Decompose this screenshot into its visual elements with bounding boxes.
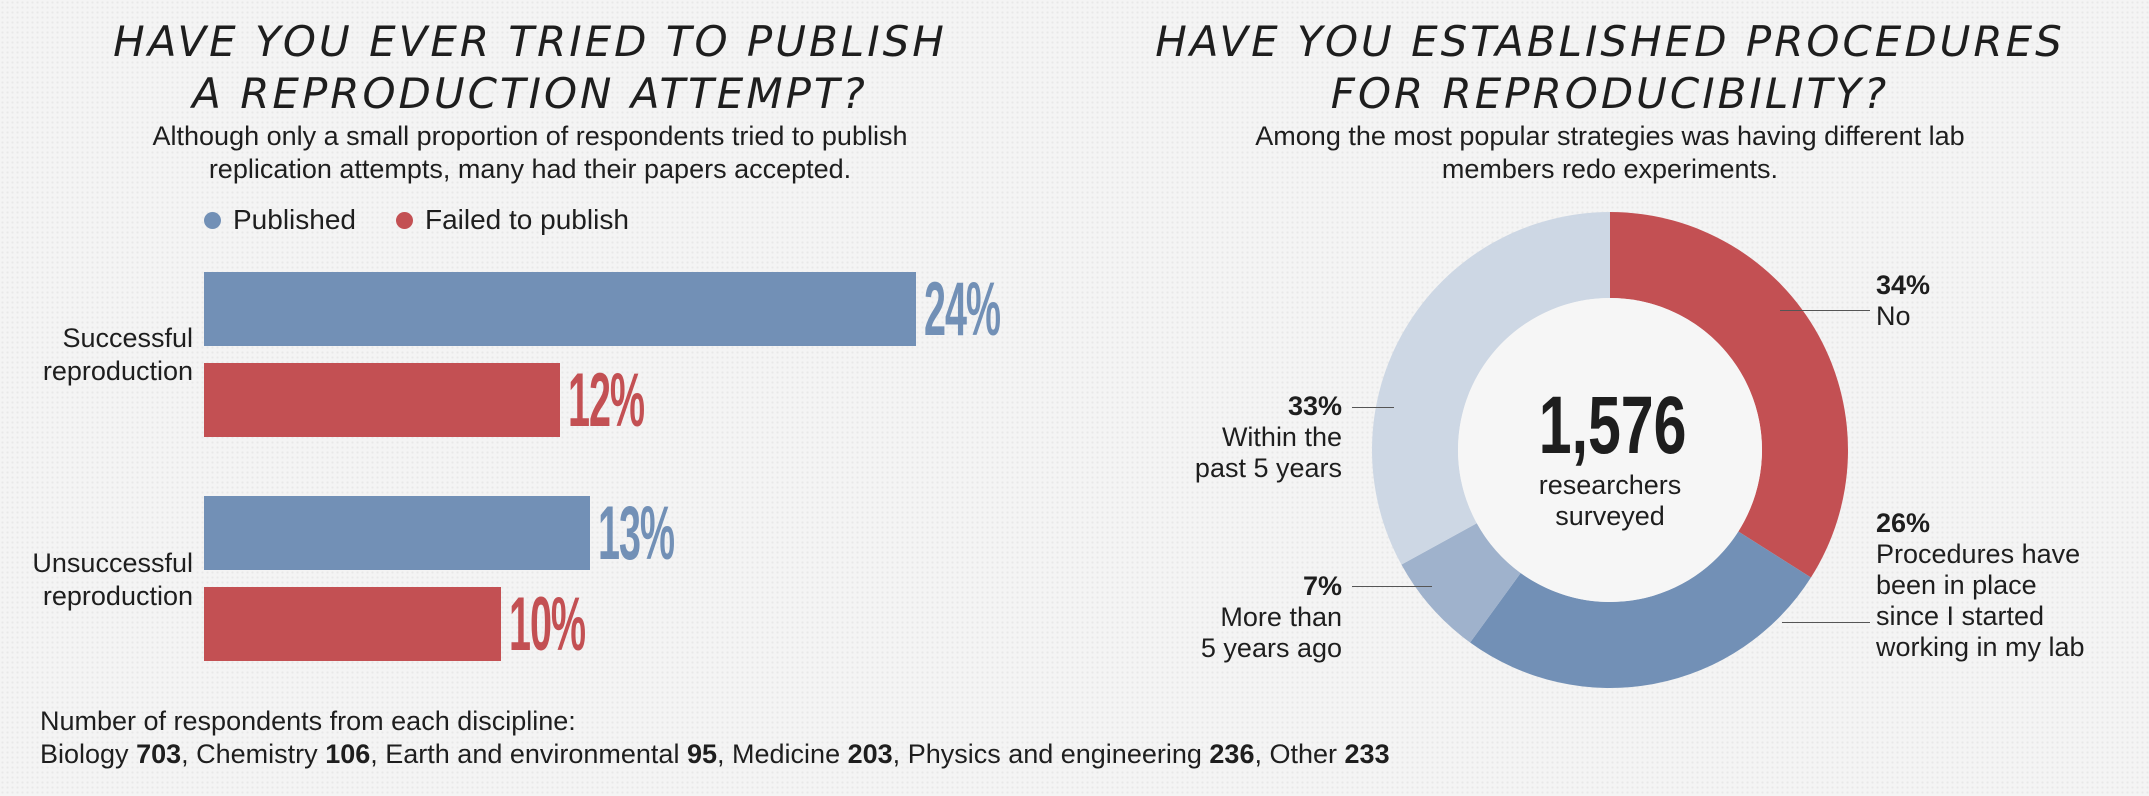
bar-value-label-published-successful: 24% [924,267,1001,352]
slice-leader-within-5 [1352,407,1394,408]
donut-slice-no [1610,212,1848,578]
slice-label-more-than-5-line-2: 5 years ago [1200,633,1342,663]
respondents-footer: Number of respondents from each discipli… [40,705,1390,771]
donut-center-caption-line-2: surveyed [1555,501,1665,531]
category-label-successful-line-1: Successful [62,323,193,353]
discipline-separator: , [1254,739,1270,769]
discipline-count-biology: 703 [136,739,182,769]
discipline-count-earth: 95 [686,739,718,769]
category-label-unsuccessful: Unsuccessful reproduction [0,547,193,613]
discipline-count-medicine: 203 [847,739,893,769]
discipline-name-other: Other [1269,739,1338,769]
slice-label-in-place: 26% Procedures have been in place since … [1876,508,2085,663]
legend-item-published: Published [204,204,356,236]
legend-label-failed: Failed to publish [424,204,629,235]
category-label-successful-line-2: reproduction [42,356,193,386]
right-chart-subtitle: Among the most popular strategies was ha… [1160,120,2060,186]
bar-published-successful [204,272,917,346]
slice-label-no-pct: 34% [1876,270,1931,300]
slice-leader-more-than-5 [1352,586,1432,587]
donut-chart [1372,212,1848,688]
donut-center-value: 1,576 [1510,385,1710,467]
discipline-name-earth: Earth and environmental [385,739,680,769]
donut-center-caption-line-1: researchers [1538,470,1682,500]
legend-item-failed: Failed to publish [395,204,629,236]
discipline-name-medicine: Medicine [732,739,841,769]
slice-label-in-place-line-4: working in my lab [1876,632,2085,662]
slice-leader-in-place [1782,622,1870,623]
left-title-line-1: HAVE YOU EVER TRIED TO PUBLISH [113,17,947,66]
discipline-separator: , [717,739,733,769]
bar-value-label-failed-unsuccessful: 10% [508,582,586,667]
bar-value-label-failed-successful: 12% [568,358,645,443]
discipline-count-other: 233 [1344,739,1390,769]
left-chart-title: HAVE YOU EVER TRIED TO PUBLISH A REPRODU… [40,16,1020,120]
slice-label-in-place-line-2: been in place [1876,570,2037,600]
right-title-line-2: FOR REPRODUCIBILITY? [1330,69,1890,118]
slice-label-within-5-pct: 33% [1287,391,1342,421]
slice-label-no: 34% No [1876,270,1930,332]
legend-dot-published [204,211,221,229]
discipline-count-chemistry: 106 [325,739,371,769]
donut-slice-within-5 [1372,212,1610,565]
right-subtitle-line-2: members redo experiments. [1441,154,1779,184]
slice-leader-no [1780,310,1870,311]
slice-label-within-5-line-2: past 5 years [1194,453,1342,483]
bar-failed-unsuccessful [204,587,501,661]
footer-heading: Number of respondents from each discipli… [40,706,576,736]
bar-published-unsuccessful [204,496,590,570]
donut-slice-in-place [1470,531,1811,688]
left-title-line-2: A REPRODUCTION ATTEMPT? [192,69,868,118]
discipline-separator: , [181,739,197,769]
right-title-line-1: HAVE YOU ESTABLISHED PROCEDURES [1155,17,2065,66]
discipline-separator: , [892,739,908,769]
discipline-name-biology: Biology [40,739,129,769]
category-label-unsuccessful-line-2: reproduction [42,581,193,611]
right-subtitle-line-1: Among the most popular strategies was ha… [1255,121,1965,151]
slice-label-in-place-line-1: Procedures have [1876,539,2081,569]
bar-chart-legend: Published Failed to publish [204,204,669,236]
donut-center-value-text: 1,576 [1538,380,1687,471]
discipline-separator: , [370,739,386,769]
slice-label-within-5-line-1: Within the [1221,422,1342,452]
slice-label-more-than-5: 7% More than 5 years ago [1140,571,1342,664]
left-subtitle-line-1: Although only a small proportion of resp… [152,121,908,151]
category-label-unsuccessful-line-1: Unsuccessful [32,548,193,578]
discipline-count-physics: 236 [1209,739,1255,769]
right-chart-title: HAVE YOU ESTABLISHED PROCEDURES FOR REPR… [1150,16,2070,120]
slice-label-no-text: No [1876,301,1911,331]
discipline-name-chemistry: Chemistry [196,739,318,769]
slice-label-more-than-5-line-1: More than [1220,602,1342,632]
donut-hole [1458,298,1762,602]
slice-label-in-place-pct: 26% [1876,508,1931,538]
slice-label-within-5: 33% Within the past 5 years [1140,391,1342,484]
slice-label-in-place-line-3: since I started [1876,601,2045,631]
bar-failed-successful [204,363,561,437]
bar-value-label-published-unsuccessful: 13% [597,491,675,576]
slice-label-more-than-5-pct: 7% [1302,571,1342,601]
left-subtitle-line-2: replication attempts, many had their pap… [208,154,852,184]
left-chart-subtitle: Although only a small proportion of resp… [60,120,1000,186]
donut-center-caption: researchers surveyed [1480,470,1740,532]
donut-slice-more-than-5 [1401,523,1521,643]
discipline-name-physics: Physics and engineering [907,739,1202,769]
footer-disciplines: Biology 703, Chemistry 106, Earth and en… [40,738,1390,771]
legend-label-published: Published [233,204,356,235]
category-label-successful: Successful reproduction [0,322,193,388]
legend-dot-failed [395,211,413,229]
